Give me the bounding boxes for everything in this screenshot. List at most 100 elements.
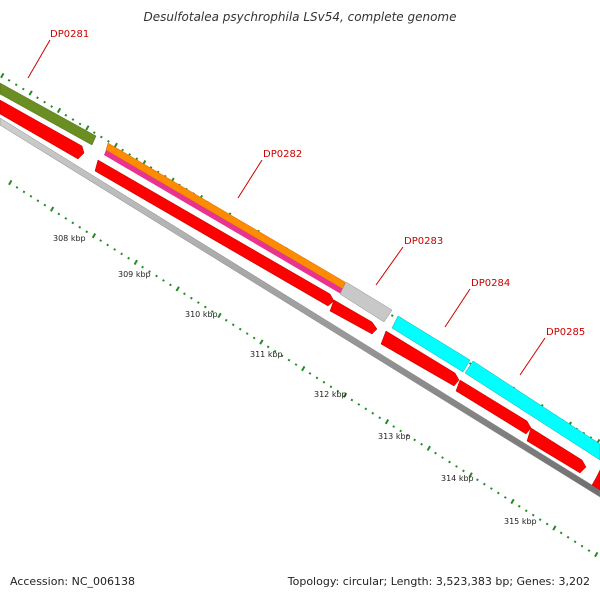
gene-label-dp0281[interactable]: DP0281 (50, 29, 89, 40)
skew-dot (245, 332, 249, 335)
gene-labels: DP0281 DP0282 DP0283 DP0284 DP0285 (50, 29, 585, 338)
skew-dot (64, 217, 68, 220)
gc-dot (36, 96, 39, 100)
skew-dot (517, 504, 521, 508)
gc-dot (56, 107, 62, 114)
skew-dot (133, 259, 138, 265)
cds-arrow[interactable] (329, 299, 378, 335)
gc-dot (390, 314, 394, 318)
skew-dot (57, 212, 61, 216)
skew-dot (476, 478, 479, 482)
skew-dot (580, 544, 584, 548)
skew-dot (273, 349, 277, 353)
position-ruler: 308 kbp 309 kbp 310 kbp 311 kbp 312 kbp … (53, 234, 537, 526)
gene-label-dp0283[interactable]: DP0283 (404, 236, 443, 247)
skew-dot (148, 270, 151, 273)
gc-dot (78, 122, 82, 126)
genome-backbone (0, 117, 600, 498)
skew-dot (420, 442, 423, 446)
skew-dot (266, 345, 270, 349)
topology-label: Topology: (287, 575, 340, 588)
skew-dot (78, 225, 82, 229)
skew-dot (183, 292, 186, 296)
skew-dot (280, 354, 284, 358)
skew-dot (378, 416, 382, 420)
gene-label-dp0284[interactable]: DP0284 (471, 278, 510, 289)
skew-dot (468, 472, 473, 478)
accession-label: Accession: (10, 575, 69, 588)
skew-dot (455, 465, 458, 468)
skew-dot (155, 274, 158, 278)
gene-bar-dp0281[interactable] (0, 82, 97, 146)
topology-value: circular (342, 575, 384, 588)
gc-skew-track (8, 179, 599, 558)
skew-dot (190, 296, 193, 300)
skew-dot (566, 535, 570, 539)
gc-dot (21, 87, 25, 91)
skew-dot (162, 279, 165, 282)
skew-dot (496, 491, 500, 495)
gc-dot (7, 78, 11, 82)
skew-dot (301, 365, 306, 372)
skew-dot (510, 498, 515, 505)
cds-arrow[interactable] (380, 330, 460, 387)
gc-dot (43, 100, 46, 104)
gc-dot (85, 125, 90, 131)
gc-dot (14, 83, 18, 87)
skew-dot (524, 509, 528, 513)
skew-dot (203, 305, 207, 309)
gc-dot (71, 118, 75, 121)
cds-arrow[interactable] (455, 379, 532, 435)
skew-dot (594, 551, 599, 558)
skew-dot (71, 221, 75, 225)
gc-dot (99, 135, 103, 139)
skew-dot (231, 323, 235, 327)
genes-label: Genes: (516, 575, 555, 588)
gene-bar-dp0285[interactable] (464, 360, 600, 461)
skew-dot (350, 398, 354, 402)
skew-dot (294, 363, 298, 366)
skew-dot (252, 336, 256, 340)
cds-arrow[interactable] (591, 469, 600, 491)
gc-dot (113, 142, 118, 148)
gene-magenta-track (104, 150, 343, 294)
skew-dot (573, 540, 577, 544)
skew-dot (8, 179, 13, 186)
skew-dot (357, 403, 361, 406)
skew-dot (141, 265, 144, 269)
length-value: 3,523,383 bp (435, 575, 510, 588)
cds-arrow[interactable] (526, 427, 587, 474)
gene-label-dp0282[interactable]: DP0282 (263, 149, 302, 160)
gene-bar-dp0284[interactable] (391, 315, 471, 373)
skew-dot (587, 549, 591, 552)
cds-arrow[interactable] (0, 99, 85, 160)
genes-value: 3,202 (558, 575, 591, 588)
accession-value: NC_006138 (71, 575, 136, 588)
skew-dot (22, 190, 26, 194)
gene-bar-dp0283[interactable] (339, 281, 393, 323)
skew-dot (99, 239, 103, 242)
accession-info: Accession: NC_006138 (10, 575, 135, 588)
skew-dot (113, 248, 117, 251)
skew-dot (175, 286, 180, 292)
skew-dot (91, 233, 97, 239)
skew-dot (169, 283, 172, 287)
kbp-tick-label: 311 kbp (250, 350, 283, 359)
skew-dot (15, 186, 19, 189)
skew-dot (552, 525, 557, 531)
skew-dot (127, 256, 130, 260)
kbp-tick-label: 309 kbp (118, 270, 151, 279)
kbp-tick-label: 308 kbp (53, 234, 86, 243)
skew-dot (503, 496, 507, 499)
kbp-tick-label: 315 kbp (504, 517, 537, 526)
cds-arrow[interactable] (94, 159, 335, 307)
kbp-tick-label: 312 kbp (314, 390, 347, 399)
gc-dot (28, 90, 33, 96)
skew-dot (426, 445, 431, 451)
skew-dot (36, 199, 40, 203)
gc-dot (50, 105, 54, 108)
skew-dot (196, 301, 200, 304)
gene-label-dp0285[interactable]: DP0285 (546, 327, 585, 338)
